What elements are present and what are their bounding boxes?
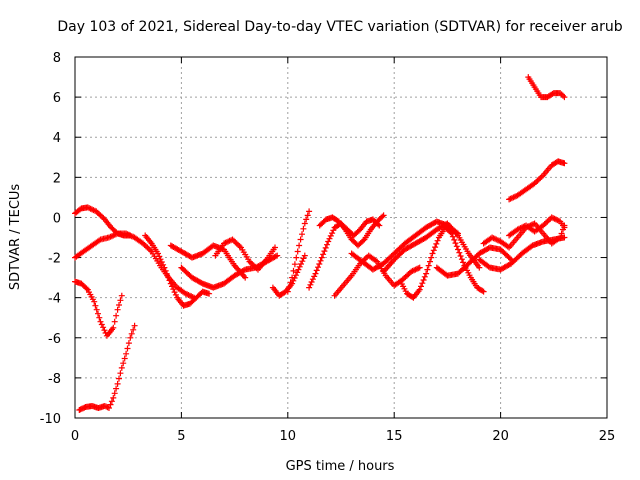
data-series xyxy=(72,74,568,413)
y-tick-label: 4 xyxy=(53,131,61,146)
data-point-markers xyxy=(506,158,568,203)
y-tick-label: -2 xyxy=(48,252,61,267)
data-point-markers xyxy=(212,236,278,273)
x-tick-label: 0 xyxy=(71,429,79,444)
series-track-10 xyxy=(284,208,313,295)
series-track-2 xyxy=(72,278,125,339)
data-point-markers xyxy=(72,278,125,339)
x-tick-label: 15 xyxy=(386,429,403,444)
series-track-5 xyxy=(142,232,213,309)
x-tick-label: 5 xyxy=(177,429,185,444)
series-track-12 xyxy=(316,212,387,249)
series-track-13 xyxy=(331,252,423,299)
series-track-3 xyxy=(76,322,138,413)
data-point-markers xyxy=(525,74,568,101)
x-tick-label: 20 xyxy=(492,429,509,444)
y-tick-label: 8 xyxy=(53,51,61,66)
plot-frame xyxy=(74,56,608,419)
x-tick-label: 25 xyxy=(599,429,616,444)
data-point-markers xyxy=(284,208,313,295)
data-point-markers xyxy=(380,220,483,275)
series-track-8 xyxy=(212,236,278,273)
y-tick-label: 6 xyxy=(53,91,61,106)
data-point-markers xyxy=(76,322,138,413)
data-point-markers xyxy=(506,214,568,239)
series-track-17 xyxy=(433,244,515,279)
y-tick-label: -10 xyxy=(40,412,61,427)
series-track-15 xyxy=(380,220,483,275)
series-track-22 xyxy=(525,74,568,101)
data-point-markers xyxy=(316,212,387,249)
data-point-markers xyxy=(433,244,515,279)
y-tick-label: 2 xyxy=(53,171,61,186)
grid xyxy=(75,57,607,418)
data-point-markers xyxy=(331,252,423,299)
x-axis-label: GPS time / hours xyxy=(286,459,395,474)
y-tick-label: 0 xyxy=(53,211,61,226)
axis-ticks: 0 5 10 15 20 25 -10 -8 -6 -4 -2 0 2 4 6 8 xyxy=(40,51,616,444)
series-track-20 xyxy=(506,214,568,239)
chart-title: Day 103 of 2021, Sidereal Day-to-day VTE… xyxy=(57,19,622,35)
data-point-markers xyxy=(142,232,213,309)
y-axis-label: SDTVAR / TECUs xyxy=(8,184,23,291)
x-tick-label: 10 xyxy=(280,429,297,444)
y-tick-label: -8 xyxy=(48,372,61,387)
y-tick-label: -4 xyxy=(48,292,61,307)
series-track-21 xyxy=(506,158,568,203)
y-tick-label: -6 xyxy=(48,332,61,347)
